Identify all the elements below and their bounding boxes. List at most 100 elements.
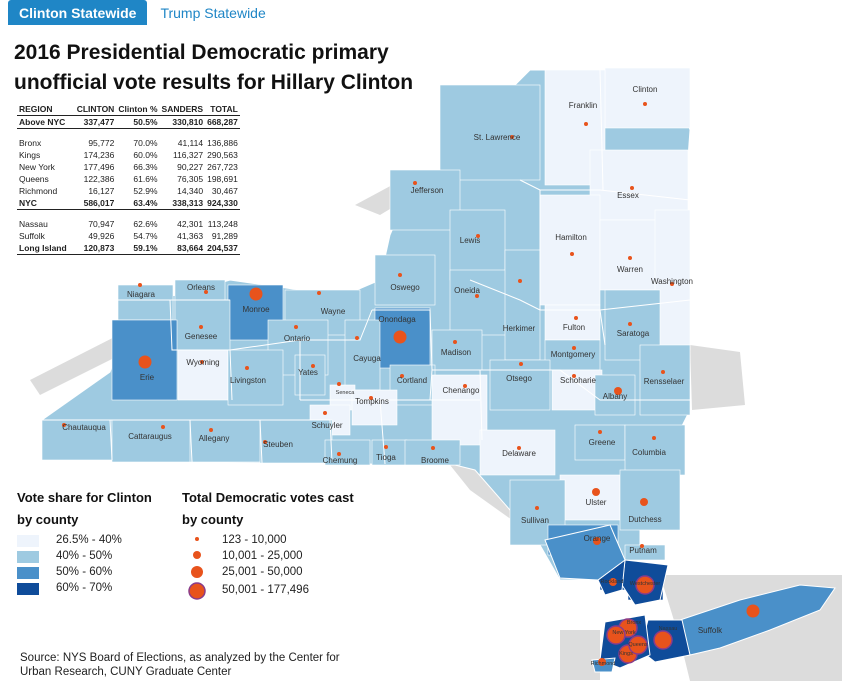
table-cell: 95,772 (88, 138, 115, 148)
table-cell: 41,363 (177, 231, 204, 241)
county-label-st-lawrence: St. Lawrence (474, 133, 521, 142)
share-legend-subtitle: by county (17, 512, 79, 527)
county-label-clinton: Clinton (633, 85, 658, 94)
county-chenango (431, 374, 488, 446)
table-cell: 42,301 (177, 219, 204, 229)
county-cattaraugus (111, 419, 193, 463)
county-label-monroe: Monroe (242, 305, 270, 314)
votes-legend-subtitle: by county (182, 512, 244, 527)
votes-legend-label: 25,001 - 50,000 (222, 566, 303, 578)
share-legend-title: Vote share for Clinton (17, 490, 152, 505)
tab-clinton-statewide[interactable]: Clinton Statewide (8, 0, 148, 25)
vote-dot-size-2 (193, 551, 201, 559)
table-row: New York 177,496 66.3% 90,227 267,723 (17, 161, 240, 173)
table-cell: 337,477 (74, 115, 117, 129)
table-cell: 924,330 (205, 197, 240, 210)
vote-dot-niagara (138, 283, 142, 287)
table-cell: 61.6% (133, 174, 158, 184)
vote-dot-st-lawrence (510, 135, 514, 139)
table-cell: 113,248 (207, 219, 238, 229)
vote-dot-schuyler (323, 411, 327, 415)
vote-dot-chenango (463, 384, 467, 388)
vote-dot-washington (670, 282, 674, 286)
county-label-dutchess: Dutchess (628, 515, 661, 524)
votes-legend-title: Total Democratic votes cast (182, 490, 354, 505)
table-cell: 30,467 (211, 186, 238, 196)
vote-dot-greene (598, 430, 602, 434)
county-suffolk (679, 584, 836, 656)
table-cell: 668,287 (205, 115, 240, 129)
vote-dot-lewis (476, 234, 480, 238)
votes-legend-label: 10,001 - 25,000 (222, 550, 303, 562)
county-label-westchester: Westchester (630, 581, 661, 587)
vote-dot-tompkins (369, 396, 373, 400)
county-rensselaer (639, 344, 691, 416)
county-label-albany: Albany (603, 392, 627, 401)
table-cell: 177,496 (83, 162, 115, 172)
vote-dot-erie (138, 355, 152, 369)
table-cell: 41,114 (177, 138, 204, 148)
table-spacer (17, 210, 240, 219)
county-cortland (389, 364, 436, 406)
county-label-warren: Warren (617, 265, 643, 274)
table-cell: 586,017 (74, 197, 117, 210)
county-label-ontario: Ontario (284, 334, 311, 343)
county-ulster (559, 474, 621, 521)
table-row: Richmond 16,127 52.9% 14,340 30,467 (17, 185, 240, 197)
county-label-hamilton: Hamilton (555, 233, 587, 242)
table-cell: Kings (19, 150, 41, 160)
vote-dot-oneida (475, 294, 479, 298)
county-label-oneida: Oneida (454, 286, 480, 295)
county-label-broome: Broome (421, 456, 450, 465)
county-jefferson (389, 169, 461, 231)
share-legend-label: 26.5% - 40% (56, 534, 122, 546)
county-label-bronx: Bronx (627, 620, 642, 626)
table-cell: 59.1% (116, 242, 160, 255)
vote-dot-schoharie (572, 374, 576, 378)
tab-trump-statewide[interactable]: Trump Statewide (160, 5, 266, 21)
county-label-tioga: Tioga (376, 453, 396, 462)
table-cell: 290,563 (207, 150, 238, 160)
table-cell: NYC (17, 197, 75, 210)
county-label-allegany: Allegany (199, 434, 230, 443)
county-label-new-york: New York (612, 630, 635, 636)
table-row: Suffolk 49,926 54.7% 41,363 91,289 (17, 230, 240, 242)
vote-dot-steuben (263, 440, 267, 444)
county-label-oswego: Oswego (390, 283, 420, 292)
vote-dot-herkimer (518, 279, 522, 283)
table-cell: 330,810 (159, 115, 206, 129)
table-cell: 120,873 (74, 242, 117, 255)
table-cell: 122,386 (83, 174, 115, 184)
vote-dot-chemung (337, 452, 341, 456)
county-orange (544, 524, 626, 581)
county-borders (42, 69, 691, 465)
vote-dot-queens (628, 635, 648, 655)
county-label-cortland: Cortland (397, 376, 427, 385)
vote-dot-tioga (384, 445, 388, 449)
county-washington (654, 209, 691, 351)
vote-dot-westchester (635, 575, 655, 595)
vote-dot-essex (630, 186, 634, 190)
county-label-schoharie: Schoharie (560, 376, 597, 385)
table-total-row: Above NYC 337,477 50.5% 330,810 668,287 (17, 115, 240, 129)
vote-dot-orleans (204, 290, 208, 294)
table-cell: 136,886 (207, 138, 238, 148)
table-cell: 204,537 (205, 242, 240, 255)
table-cell: 338,313 (159, 197, 206, 210)
county-delaware (479, 429, 556, 476)
share-swatch-3 (17, 567, 39, 579)
county-label-richmond: Richmond (591, 661, 616, 667)
vote-dot-ontario (294, 325, 298, 329)
share-legend-label: 40% - 50% (56, 550, 113, 562)
vote-dot-cortland (400, 374, 404, 378)
votes-legend-label: 123 - 10,000 (222, 534, 287, 546)
county-chautauqua (41, 419, 113, 461)
county-montgomery (544, 339, 601, 371)
vote-dot-fulton (574, 316, 578, 320)
county-label-queens: Queens (628, 642, 648, 648)
share-legend-label: 50% - 60% (56, 566, 113, 578)
header-clinton-pct: Clinton % (116, 103, 160, 116)
county-label-columbia: Columbia (632, 448, 666, 457)
county-madison (431, 329, 483, 371)
vote-dot-onondaga (393, 330, 407, 344)
